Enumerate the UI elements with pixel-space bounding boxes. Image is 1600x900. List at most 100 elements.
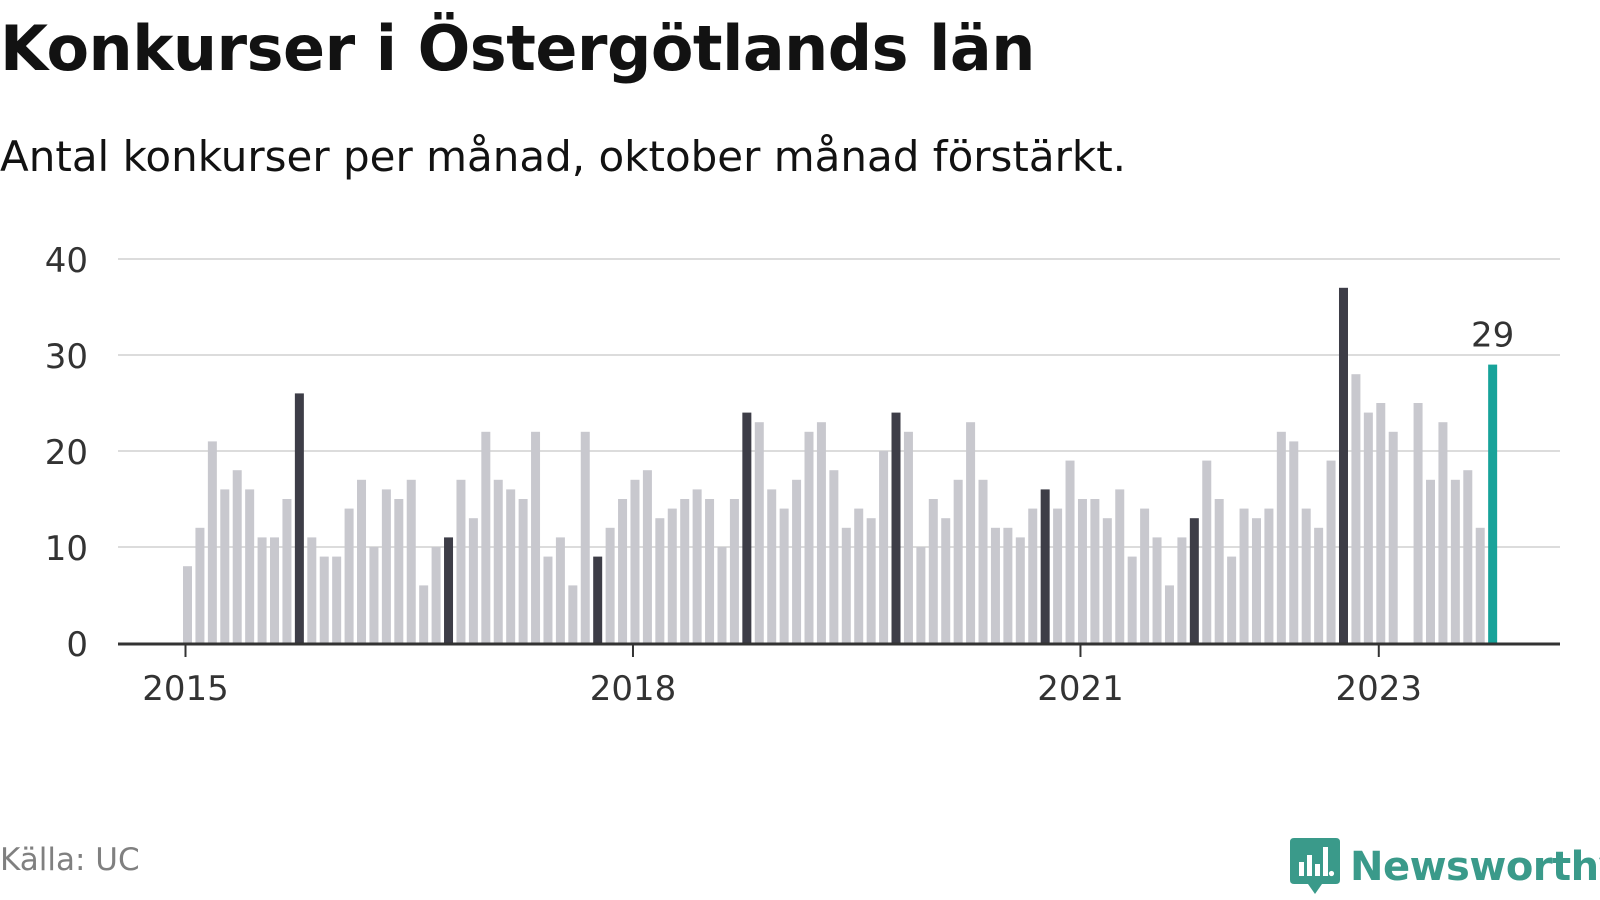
bar (220, 489, 230, 643)
bar (866, 518, 876, 643)
bar (1351, 374, 1361, 643)
bar (394, 499, 404, 643)
bar (1214, 499, 1224, 643)
bar (642, 470, 652, 643)
data-labels: 29 (1471, 316, 1514, 356)
x-tick-label: 2023 (1336, 669, 1423, 709)
bar (1475, 527, 1485, 643)
bar (916, 547, 926, 643)
bar (1264, 508, 1274, 643)
bar (555, 537, 565, 643)
bar (1077, 499, 1087, 643)
data-label-latest: 29 (1471, 316, 1514, 356)
bar (1028, 508, 1038, 643)
bar (680, 499, 690, 643)
bar (879, 451, 889, 643)
x-axis: 2015 2018 2021 2023 (118, 642, 1560, 709)
bar (369, 547, 379, 643)
bar (804, 431, 814, 643)
chart-subtitle: Antal konkurser per månad, oktober månad… (0, 132, 1127, 181)
bar (1177, 537, 1187, 643)
bar (941, 518, 951, 643)
chart-title: Konkurser i Östergötlands län (0, 12, 1035, 85)
bar (841, 527, 851, 643)
bar (207, 441, 217, 643)
bar (1003, 527, 1013, 643)
bar (816, 422, 826, 643)
bar (1251, 518, 1261, 643)
bar (183, 566, 192, 643)
bar (618, 499, 628, 643)
bar-chart-speech-bubble-icon (1290, 838, 1340, 894)
bar (232, 470, 242, 643)
bar (257, 537, 267, 643)
bar (1053, 508, 1063, 643)
bar (381, 489, 391, 643)
bar (506, 489, 516, 643)
bar (1376, 403, 1386, 643)
bar (456, 479, 466, 643)
bar-october (444, 537, 454, 643)
bar (978, 479, 988, 643)
bar-october (1338, 287, 1348, 643)
bar (1450, 479, 1460, 643)
bar (1227, 556, 1237, 643)
bar (580, 431, 590, 643)
bar (1152, 537, 1162, 643)
bar (270, 537, 280, 643)
bar (1140, 508, 1150, 643)
bar (568, 585, 578, 643)
bar (767, 489, 777, 643)
bar (705, 499, 715, 643)
bar (630, 479, 640, 643)
bar (543, 556, 553, 643)
bar-october (593, 556, 603, 643)
bar-chart: 0 10 20 30 40 2015 2018 2021 2023 29 (45, 241, 1560, 709)
y-tick-label: 40 (45, 241, 88, 281)
bar (1314, 527, 1324, 643)
y-tick-label: 10 (45, 529, 88, 569)
bar (419, 585, 429, 643)
bar-october (294, 393, 304, 643)
bar (319, 556, 329, 643)
bar (481, 431, 491, 643)
bar (829, 470, 839, 643)
bar (966, 422, 976, 643)
bars (183, 287, 1498, 643)
bar (953, 479, 963, 643)
bar (406, 479, 416, 643)
bar (1363, 412, 1373, 643)
bar (531, 431, 541, 643)
bar-october (891, 412, 901, 643)
y-tick-label: 30 (45, 337, 88, 377)
bar (779, 508, 789, 643)
bar (1413, 403, 1423, 643)
bar (1127, 556, 1137, 643)
bar (717, 547, 727, 643)
bar (1388, 431, 1398, 643)
bar (1090, 499, 1100, 643)
bar (344, 508, 354, 643)
bar-latest (1488, 364, 1498, 643)
bar (1115, 489, 1125, 643)
bar (1102, 518, 1112, 643)
bar (468, 518, 478, 643)
brand-name: Newsworthy (1350, 844, 1600, 890)
bar (1015, 537, 1025, 643)
bar (1202, 460, 1212, 643)
bar (1301, 508, 1311, 643)
bar (1065, 460, 1075, 643)
bar (431, 547, 441, 643)
bar (1463, 470, 1473, 643)
bar (245, 489, 255, 643)
x-tick-label: 2018 (590, 669, 677, 709)
bar (1326, 460, 1336, 643)
bar-october (1040, 489, 1050, 643)
y-axis-ticks: 0 10 20 30 40 (45, 241, 88, 665)
bar (792, 479, 802, 643)
bar (903, 431, 913, 643)
bar (493, 479, 503, 643)
bar (605, 527, 615, 643)
bar (332, 556, 342, 643)
y-tick-label: 20 (45, 433, 88, 473)
